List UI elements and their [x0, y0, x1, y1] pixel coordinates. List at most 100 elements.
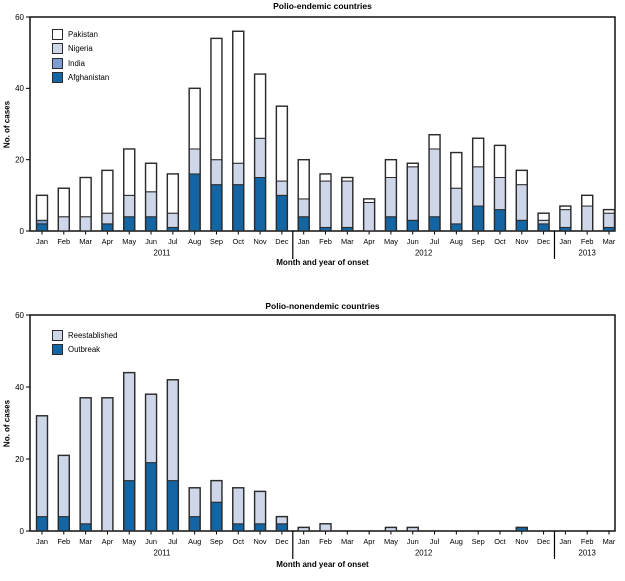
- bar-segment-reestablished: [210, 480, 223, 503]
- month-label: Feb: [581, 237, 594, 246]
- bar-outline: [515, 526, 528, 532]
- month-label: Feb: [581, 537, 594, 546]
- month-label: Sep: [472, 537, 485, 546]
- bar-outline: [406, 162, 419, 232]
- bar-segment-nigeria: [493, 177, 506, 211]
- bar-segment-reestablished: [145, 393, 158, 464]
- bar-outline: [253, 73, 267, 232]
- bar-segment-outbreak: [275, 523, 288, 532]
- y-tick-label: 40: [15, 84, 24, 93]
- bar-outline: [580, 194, 594, 232]
- legend-swatch: [52, 57, 63, 69]
- month-label: Jul: [430, 237, 440, 246]
- chart-title: Polio-endemic countries: [273, 1, 372, 11]
- bar-segment-afghanistan: [472, 205, 485, 232]
- bar-segment-pakistan: [188, 87, 201, 150]
- bar-segment-nigeria: [515, 184, 528, 221]
- y-tick-label: 60: [15, 311, 24, 320]
- month-label: Jun: [407, 537, 419, 546]
- month-label: Mar: [603, 237, 616, 246]
- bar-outline: [341, 176, 354, 232]
- bar-outline: [428, 133, 441, 232]
- bar-segment-outbreak: [123, 480, 136, 532]
- bar-segment-pakistan: [428, 134, 441, 150]
- month-label: Apr: [102, 237, 114, 246]
- bar-outline: [515, 169, 528, 232]
- bar-outline: [35, 194, 49, 232]
- bar-segment-india: [36, 219, 48, 225]
- month-label: Nov: [253, 237, 266, 246]
- bar-outline: [166, 379, 180, 532]
- bar-segment-afghanistan: [515, 219, 528, 232]
- month-label: May: [384, 537, 398, 546]
- bar-outline: [450, 151, 463, 232]
- month-label: Oct: [233, 237, 245, 246]
- legend-label: Pakistan: [68, 29, 98, 39]
- bar-segment-reestablished: [79, 397, 92, 525]
- legend-item-nigeria: Nigeria: [52, 43, 109, 54]
- bar-segment-afghanistan: [123, 216, 136, 232]
- month-label: Jul: [168, 237, 178, 246]
- bar-segment-afghanistan: [188, 173, 201, 232]
- bar-segment-nigeria: [472, 166, 485, 207]
- y-tick-label: 20: [15, 455, 24, 464]
- month-label: Apr: [363, 237, 375, 246]
- month-label: Mar: [603, 537, 616, 546]
- month-label: Jun: [145, 237, 157, 246]
- month-label: Nov: [515, 237, 528, 246]
- bar-segment-reestablished: [57, 454, 70, 518]
- chart-title: Polio-nonendemic countries: [265, 301, 380, 311]
- legend-label: Reestablished: [68, 330, 118, 340]
- bar-segment-afghanistan: [450, 223, 463, 232]
- bar-outline: [471, 137, 485, 232]
- bar-segment-nigeria: [79, 216, 92, 232]
- legend-item-india: India: [52, 57, 109, 69]
- month-label: Sep: [210, 537, 223, 546]
- bar-segment-afghanistan: [384, 216, 397, 232]
- month-label: May: [384, 237, 398, 246]
- month-label: Dec: [537, 537, 550, 546]
- year-label: 2013: [579, 549, 596, 558]
- bar-outline: [210, 37, 223, 232]
- bar-segment-afghanistan: [232, 184, 245, 232]
- bar-segment-pakistan: [101, 169, 114, 214]
- month-label: Dec: [537, 237, 550, 246]
- bar-outline: [57, 454, 71, 532]
- bar-segment-pakistan: [493, 144, 506, 178]
- bar-segment-outbreak: [166, 480, 179, 532]
- month-label: Mar: [79, 237, 92, 246]
- year-label: 2011: [154, 549, 171, 558]
- bar-outline: [79, 397, 92, 532]
- bar-segment-afghanistan: [297, 216, 310, 232]
- bar-segment-pakistan: [123, 148, 136, 196]
- year-label: 2011: [154, 249, 171, 258]
- month-label: Feb: [319, 537, 332, 546]
- bar-outline: [188, 87, 201, 232]
- endemic-plot-area: 0 20 40 60 Jan Feb Mar Apr May Jun Jul Aug Sep Oct Nov…: [15, 13, 616, 259]
- month-label: Dec: [275, 237, 288, 246]
- legend: Pakistan Nigeria India Afghanistan: [52, 28, 109, 87]
- bar-segment-nigeria: [123, 194, 136, 218]
- month-label: Jan: [559, 237, 571, 246]
- bar-segment-outbreak: [57, 516, 70, 532]
- month-label: Mar: [341, 537, 354, 546]
- bar-outline: [101, 397, 114, 532]
- bar-outline: [57, 187, 71, 232]
- bar-segment-pakistan: [450, 152, 463, 189]
- month-label: Nov: [253, 537, 266, 546]
- bar-segment-nigeria: [384, 177, 397, 218]
- bar-segment-afghanistan: [210, 184, 223, 232]
- bar-outline: [275, 105, 289, 232]
- y-tick-label: 0: [20, 227, 25, 236]
- month-label: Aug: [450, 237, 463, 246]
- bar-outline: [362, 198, 376, 232]
- bar-segment-afghanistan: [145, 216, 158, 232]
- bar-segment-outbreak: [145, 462, 158, 532]
- bar-segment-pakistan: [79, 177, 92, 218]
- y-tick-label: 60: [15, 13, 24, 22]
- bar-outline: [275, 515, 289, 532]
- bar-segment-pakistan: [515, 169, 528, 186]
- bar-segment-nigeria: [297, 198, 310, 218]
- bar-segment-pakistan: [254, 73, 267, 139]
